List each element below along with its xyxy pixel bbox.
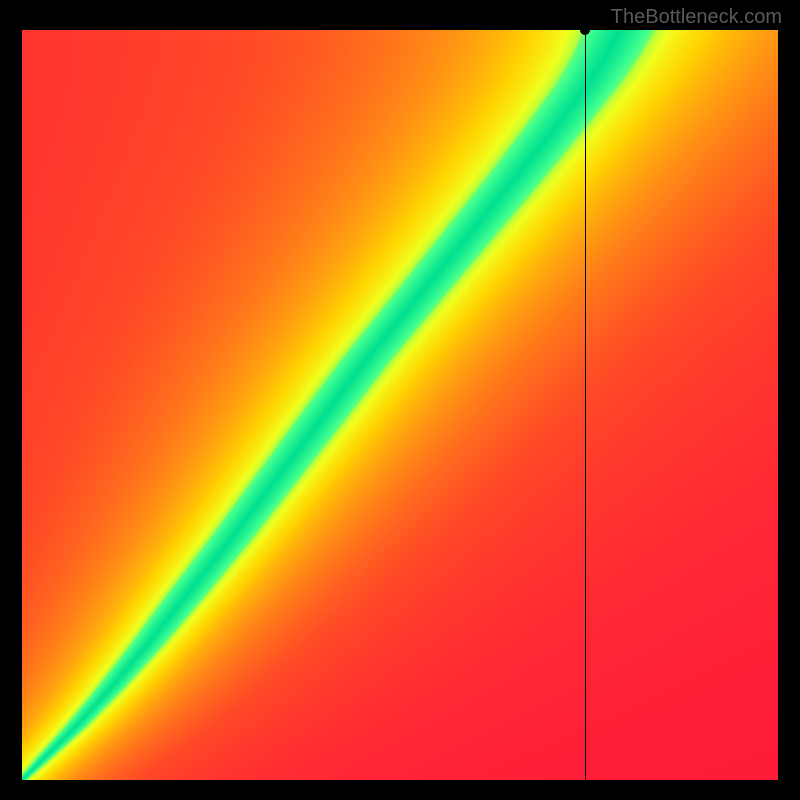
heatmap-canvas — [22, 30, 778, 780]
marker-vertical-line — [585, 30, 586, 780]
marker-dot — [580, 25, 590, 35]
watermark-text: TheBottleneck.com — [611, 6, 782, 29]
heatmap-plot — [22, 30, 778, 780]
